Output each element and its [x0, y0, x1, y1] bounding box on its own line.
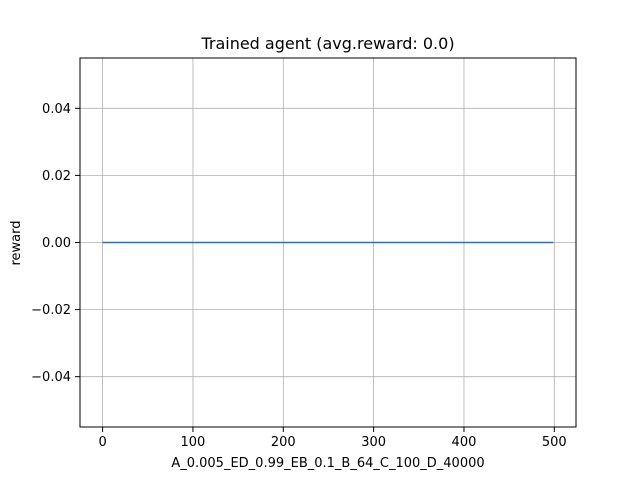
x-axis-ticks: 0 100 200 300 400 500 — [98, 427, 567, 450]
x-tick-label: 500 — [542, 435, 567, 450]
y-tick-label: −0.04 — [31, 370, 71, 385]
y-axis-ticks: −0.04 −0.02 0.00 0.02 0.04 — [31, 102, 80, 385]
y-tick-label: −0.02 — [31, 303, 71, 318]
y-tick-label: 0.00 — [42, 236, 71, 251]
x-tick-label: 200 — [271, 435, 296, 450]
y-tick-label: 0.02 — [42, 169, 71, 184]
chart-title: Trained agent (avg.reward: 0.0) — [200, 34, 454, 53]
y-axis-label: reward — [9, 220, 24, 265]
x-tick-label: 0 — [98, 435, 106, 450]
x-tick-label: 300 — [361, 435, 386, 450]
y-tick-label: 0.04 — [42, 102, 71, 117]
x-axis-label: A_0.005_ED_0.99_EB_0.1_B_64_C_100_D_4000… — [171, 456, 484, 471]
x-tick-label: 100 — [181, 435, 206, 450]
x-tick-label: 400 — [452, 435, 477, 450]
